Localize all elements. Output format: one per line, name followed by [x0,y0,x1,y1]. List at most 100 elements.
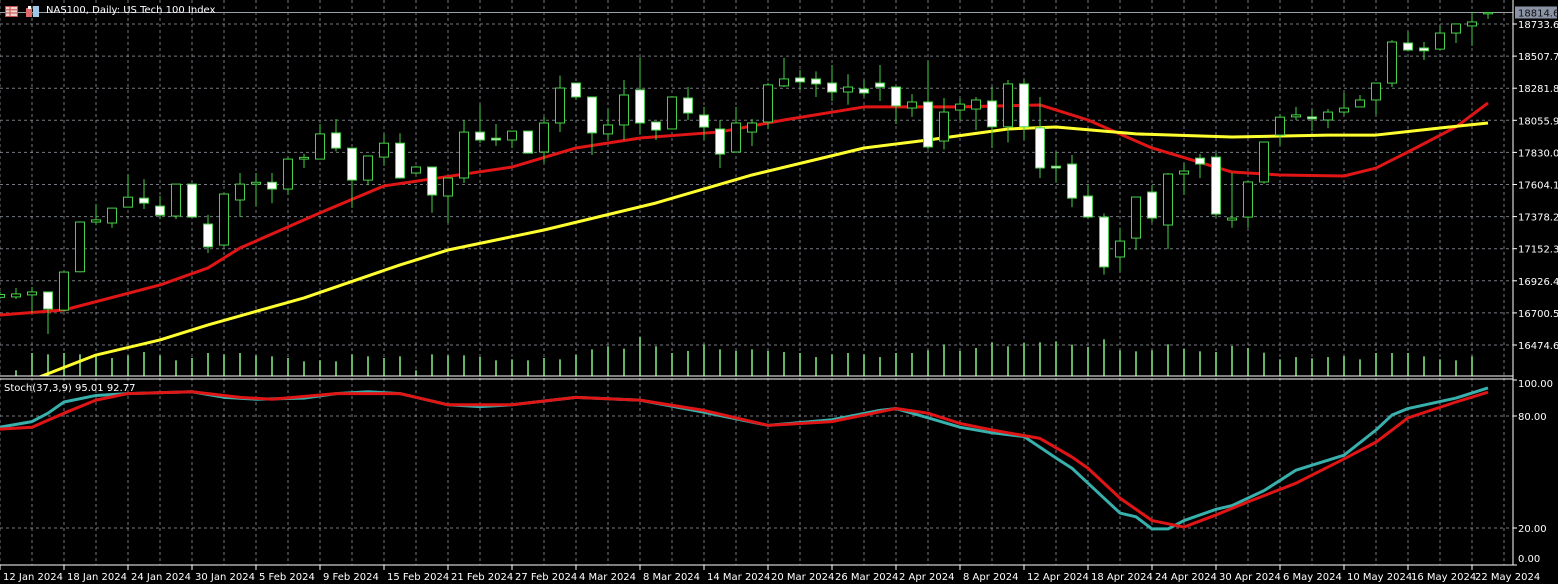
candle-body-bull [1355,99,1365,108]
candle-body-bull [59,271,69,311]
candle [427,166,437,213]
candle-body-bull [539,122,549,153]
candle [1323,109,1333,129]
time-label: 12 Jan 2024 [3,572,63,583]
candle [1019,79,1029,140]
candle [699,106,709,141]
candle [27,286,37,313]
candle-body-bull [1259,141,1269,183]
candle-body-bull [411,166,421,174]
candle [379,133,389,166]
candle [395,133,405,179]
price-label: 17152.3 [1518,245,1558,256]
time-label: 30 Jan 2024 [195,572,255,583]
candle-body-bear [1307,116,1317,120]
candle-body-bear [571,82,581,98]
candle-body-bull [379,142,389,158]
time-label: 8 Mar 2024 [643,572,700,583]
time-label: 12 Apr 2024 [1027,572,1089,583]
candle [795,69,805,90]
candle [571,82,581,100]
candle [11,287,21,300]
candle [107,207,117,228]
price-axis: 18733.6 18507.7 18281.8 18055.9 17830.0 17604… [1513,6,1558,352]
candle-body-bull [843,86,853,93]
candle [1227,173,1237,228]
candle-body-bull [299,156,309,160]
candle-body-bear [987,100,997,128]
time-label: 8 Apr 2024 [963,572,1018,583]
candle [907,94,917,117]
candle [747,119,757,147]
instrument-table-icon[interactable] [5,6,18,17]
candle-body-bull [1323,111,1333,121]
candle-body-bull [1387,41,1397,84]
candle [1035,96,1045,178]
candle-body-bull [1003,83,1013,128]
candle [203,214,213,254]
candle-body-bear [859,88,869,94]
chart-properties-icon[interactable] [26,6,39,17]
candle-body-bull [603,124,613,135]
candle-body-bear [267,181,277,190]
candle-body-bear [1083,195,1093,218]
time-label: 4 Mar 2024 [579,572,636,583]
candle [731,106,741,153]
stoch-axis-label: 0.00 [1518,554,1540,565]
candle-body-bull [955,103,965,111]
candle-body-bull [939,111,949,142]
candle-body-bear [1403,42,1413,51]
candle-body-bear [795,77,805,83]
candle [459,120,469,183]
candle-body-bull [459,131,469,179]
candle-body-bear [875,82,885,88]
time-axis: 12 Jan 2024 18 Jan 2024 24 Jan 2024 30 Jan … [0,565,1540,583]
stoch-axis: 100.00 80.00 20.00 0.00 [1513,379,1553,566]
candle [331,119,341,152]
candle-body-bull [235,183,245,201]
candle [1163,173,1173,250]
candle [1115,227,1125,273]
candle [651,121,661,141]
candle [187,183,197,218]
candle [1467,11,1477,46]
candle [443,177,453,224]
candle-body-bull [363,155,373,181]
time-label: 10 May 2024 [1347,572,1412,583]
candle-body-bear [1019,83,1029,128]
candle [1483,11,1493,19]
candle-body-bear [811,78,821,85]
time-label: 26 Mar 2024 [835,572,898,583]
candle [587,96,597,155]
candle [955,98,965,121]
candle-body-bull [123,196,133,208]
candle [315,123,325,160]
candle-body-bull [1291,114,1301,118]
candle-body-bull [555,87,565,124]
candle-body-bear [155,205,165,216]
candle-body-bear [523,130,533,154]
candle-body-bear [331,132,341,149]
price-label: 16926.4 [1518,277,1558,288]
time-label: 15 Feb 2024 [387,572,449,583]
candle [811,71,821,97]
candle-body-bull [1275,116,1285,136]
candle [987,87,997,149]
candlesticks [0,11,1493,335]
candle [1451,23,1461,43]
time-label: 5 Feb 2024 [259,572,315,583]
candle [827,65,837,101]
price-label: 17604.1 [1518,181,1558,192]
candle-body-bull [75,221,85,273]
candle-body-bear [43,291,53,310]
candle [0,291,5,299]
time-label: 14 Mar 2024 [707,572,770,583]
candle-body-bull [971,99,981,110]
candle [1307,109,1317,132]
time-label: 2 Apr 2024 [899,572,954,583]
time-label: 18 Jan 2024 [67,572,127,583]
candle [1131,196,1141,251]
candle [779,57,789,88]
candle [683,87,693,121]
